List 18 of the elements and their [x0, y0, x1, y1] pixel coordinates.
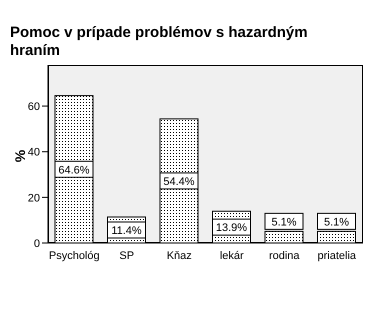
data-label: 5.1% — [324, 216, 350, 228]
y-tick-label: 0 — [34, 238, 40, 250]
y-axis-title: % — [12, 148, 28, 164]
y-tick-label: 20 — [28, 192, 40, 204]
x-tick-label: Kňaz — [166, 250, 192, 262]
chart-title: Pomoc v prípade problémov s hazardným hraním — [10, 24, 309, 60]
x-tick-label: lekár — [220, 250, 244, 262]
x-tick-label: Psychológ — [48, 250, 100, 262]
data-label: 13.9% — [216, 222, 248, 234]
x-tick-label: SP — [119, 250, 134, 262]
x-tick-label: rodina — [268, 250, 300, 262]
x-tick-label: priatelia — [317, 250, 357, 262]
data-label: 64.6% — [58, 164, 90, 176]
data-label: 5.1% — [271, 216, 297, 228]
data-label: 11.4% — [111, 224, 142, 237]
y-tick-label: 40 — [28, 146, 40, 159]
data-label: 54.4% — [163, 176, 195, 188]
y-tick-label: 60 — [28, 100, 40, 113]
